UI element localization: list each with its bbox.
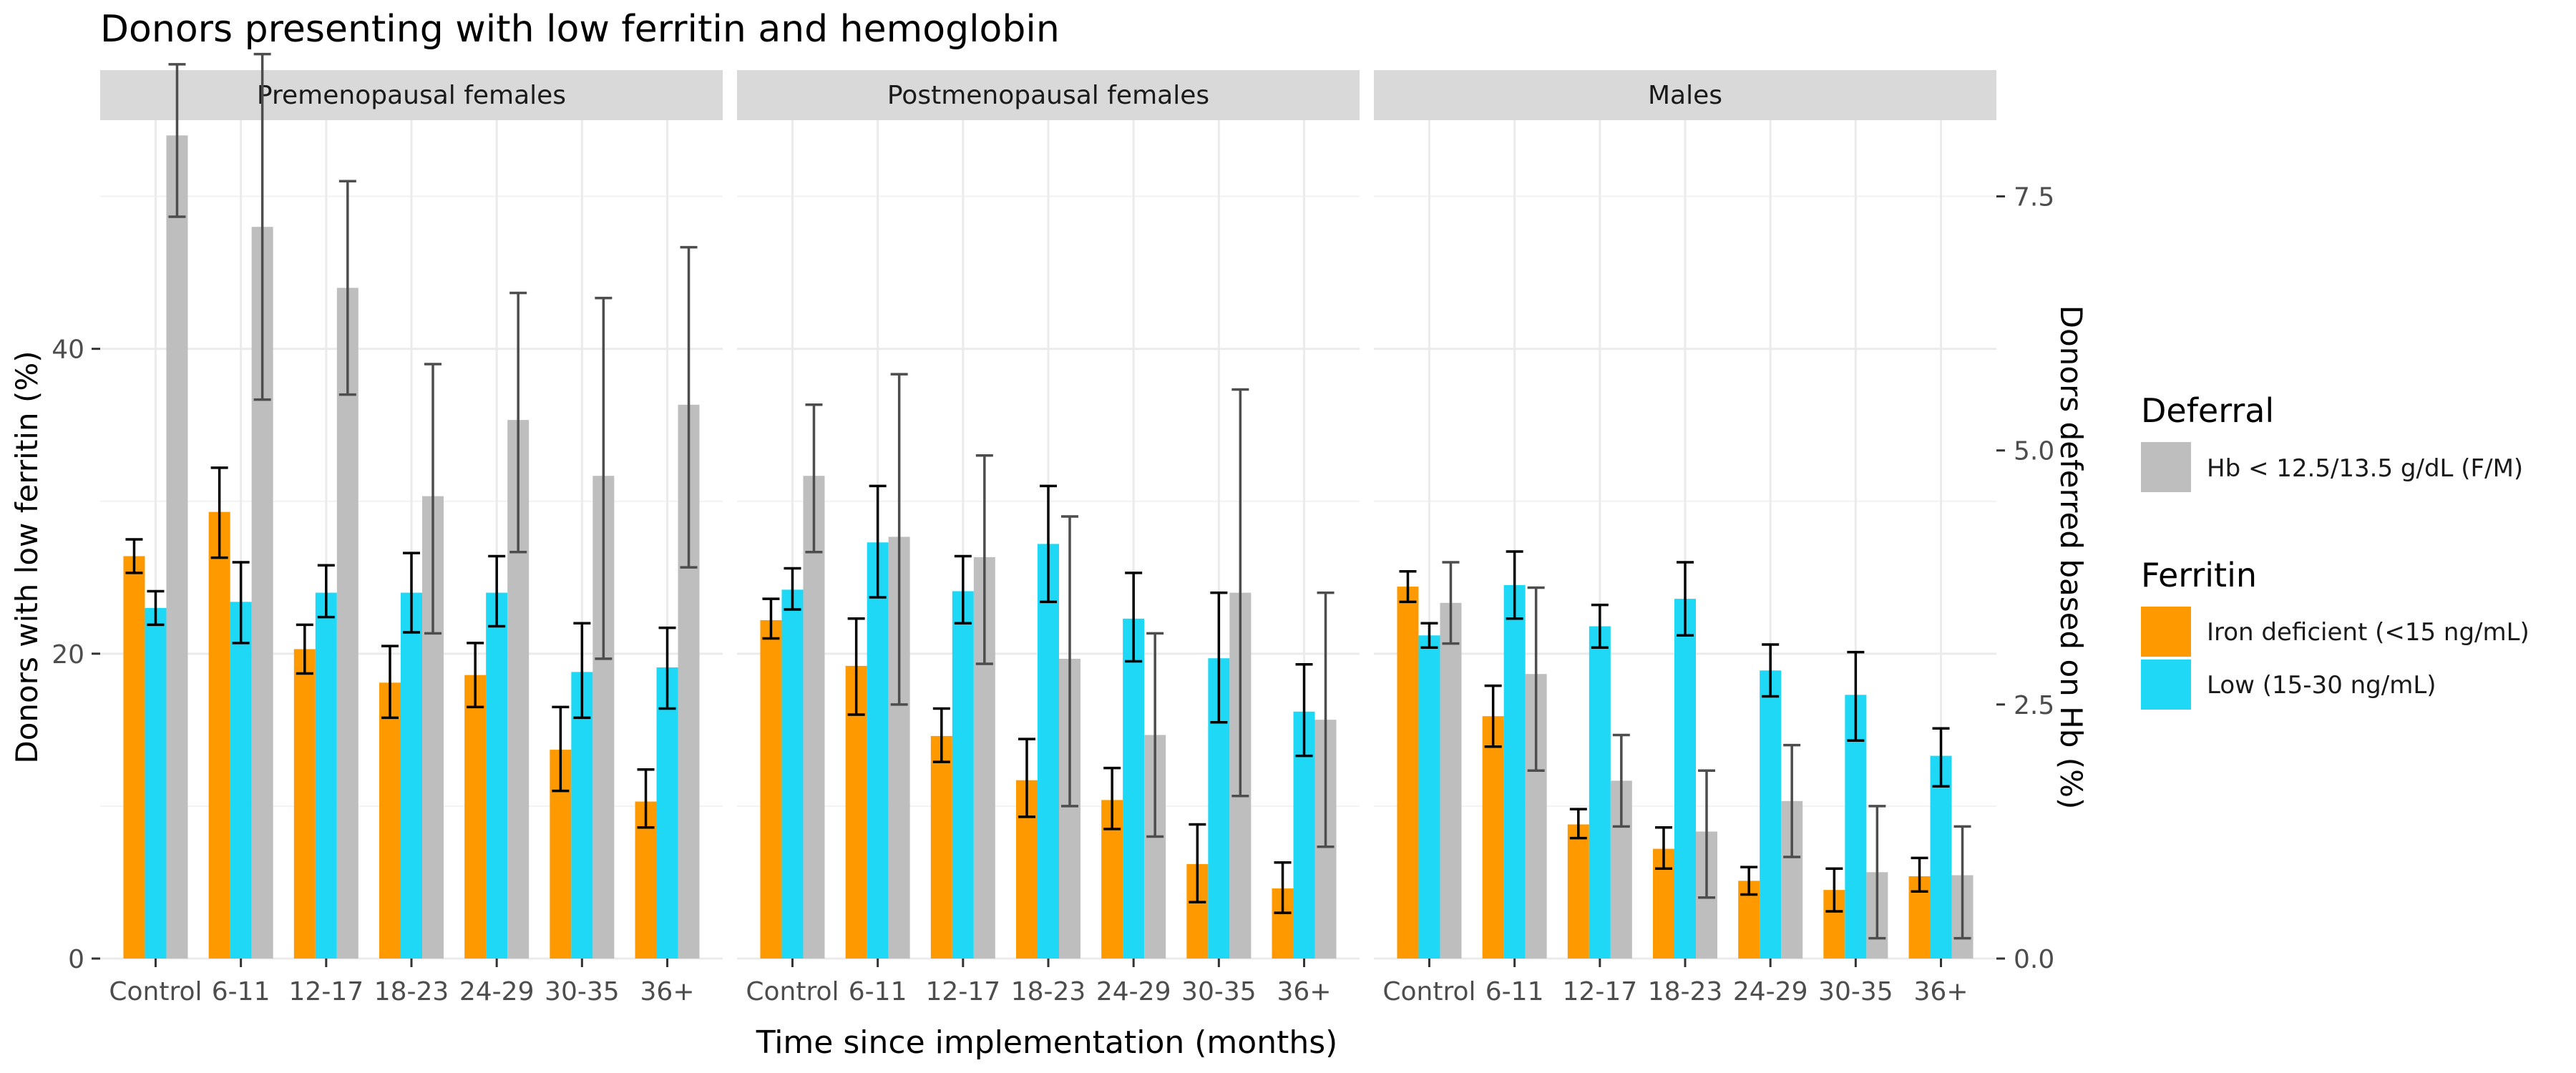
bar-low-ferritin [952, 591, 974, 959]
facet-strip-label: Postmenopausal females [887, 81, 1209, 110]
y-tick-label-right: 5.0 [2014, 437, 2054, 466]
chart-title: Donors presenting with low ferritin and … [100, 8, 1060, 51]
bar-iron-deficient [379, 682, 401, 959]
facet-strip [737, 70, 1360, 120]
x-tick-label: 18-23 [374, 977, 449, 1006]
bar-low-ferritin [401, 592, 422, 959]
bar-low-ferritin [656, 667, 678, 959]
x-tick-label: 36+ [1277, 977, 1332, 1006]
bar-iron-deficient [930, 735, 952, 959]
x-axis-title: Time since implementation (months) [756, 1024, 1338, 1061]
bar-deferral [166, 135, 188, 959]
legend-key-iron-deficient [2141, 607, 2191, 657]
legend-title-ferritin: Ferritin [2141, 556, 2257, 594]
x-tick-label: 6-11 [212, 977, 270, 1006]
x-tick-label: 12-17 [289, 977, 364, 1006]
x-tick-label: 30-35 [545, 977, 620, 1006]
x-tick-label: 36+ [640, 977, 695, 1006]
bar-low-ferritin [486, 592, 508, 959]
x-tick-label: 12-17 [926, 977, 1001, 1006]
x-tick-label: 18-23 [1011, 977, 1086, 1006]
bar-low-ferritin [1760, 670, 1782, 959]
y-tick-label-right: 0.0 [2014, 945, 2054, 974]
legend-label-deferral: Hb < 12.5/13.5 g/dL (F/M) [2207, 454, 2523, 483]
bar-low-ferritin [315, 592, 337, 959]
x-tick-label: Control [1382, 977, 1475, 1006]
bar-low-ferritin [145, 607, 167, 959]
bar-low-ferritin [1038, 544, 1059, 959]
x-tick-label: 30-35 [1181, 977, 1257, 1006]
bar-low-ferritin [1674, 599, 1696, 959]
bar-low-ferritin [1503, 584, 1526, 959]
x-tick-label: Control [109, 977, 202, 1006]
bar-low-ferritin [571, 672, 593, 959]
x-tick-label: Control [746, 977, 839, 1006]
facet-strip-label: Males [1648, 81, 1722, 110]
facet-strip-label: Premenopausal females [257, 81, 566, 110]
y-tick-label-left: 0 [68, 945, 84, 974]
legend-key-deferral [2141, 442, 2191, 492]
bar-low-ferritin [1589, 626, 1611, 959]
x-tick-label: 6-11 [849, 977, 907, 1006]
legend: Deferral Hb < 12.5/13.5 g/dL (F/M) Ferri… [2141, 391, 2529, 710]
y-tick-label-left: 40 [52, 335, 84, 365]
bar-iron-deficient [1482, 716, 1504, 959]
legend-label-low: Low (15-30 ng/mL) [2207, 671, 2436, 700]
bar-low-ferritin [1418, 635, 1440, 959]
bar-iron-deficient [208, 511, 230, 959]
facet-strip [1374, 70, 1996, 120]
x-tick-label: 12-17 [1563, 977, 1638, 1006]
facet-strip [100, 70, 723, 120]
legend-title-deferral: Deferral [2141, 391, 2274, 430]
bar-deferral [1440, 602, 1462, 959]
bar-iron-deficient [464, 675, 487, 959]
y-tick-label-right: 7.5 [2014, 183, 2054, 212]
bar-low-ferritin [230, 602, 252, 959]
legend-label-iron-deficient: Iron deficient (<15 ng/mL) [2207, 618, 2529, 647]
y-axis-title-left: Donors with low ferritin (%) [9, 351, 44, 763]
axis-layer: Control 6-11 12-17 18-23 24-29 30-35 36+ Contro… [52, 183, 2054, 1006]
legend-key-low [2141, 660, 2191, 710]
bar-low-ferritin [781, 589, 804, 959]
bar-low-ferritin [1123, 618, 1145, 959]
y-tick-label-right: 2.5 [2014, 691, 2054, 720]
bar-iron-deficient [760, 619, 782, 959]
x-tick-label: 24-29 [459, 977, 535, 1006]
bar-deferral [336, 288, 358, 959]
x-tick-label: 18-23 [1648, 977, 1723, 1006]
x-tick-label: 24-29 [1733, 977, 1808, 1006]
errorbar-layer [125, 52, 1971, 940]
bar-low-ferritin [1930, 755, 1952, 959]
bar-low-ferritin [867, 542, 889, 959]
x-tick-label: 24-29 [1096, 977, 1171, 1006]
bar-iron-deficient [123, 556, 145, 959]
y-tick-label-left: 20 [52, 640, 84, 670]
bar-iron-deficient [1567, 824, 1589, 959]
y-axis-title-right: Donors deferred based on Hb (%) [2054, 305, 2089, 810]
bar-deferral [803, 476, 825, 959]
x-tick-label: 36+ [1914, 977, 1968, 1006]
bar-iron-deficient [293, 649, 316, 959]
x-tick-label: 30-35 [1818, 977, 1893, 1006]
x-tick-label: 6-11 [1485, 977, 1544, 1006]
bar-iron-deficient [1397, 587, 1419, 959]
